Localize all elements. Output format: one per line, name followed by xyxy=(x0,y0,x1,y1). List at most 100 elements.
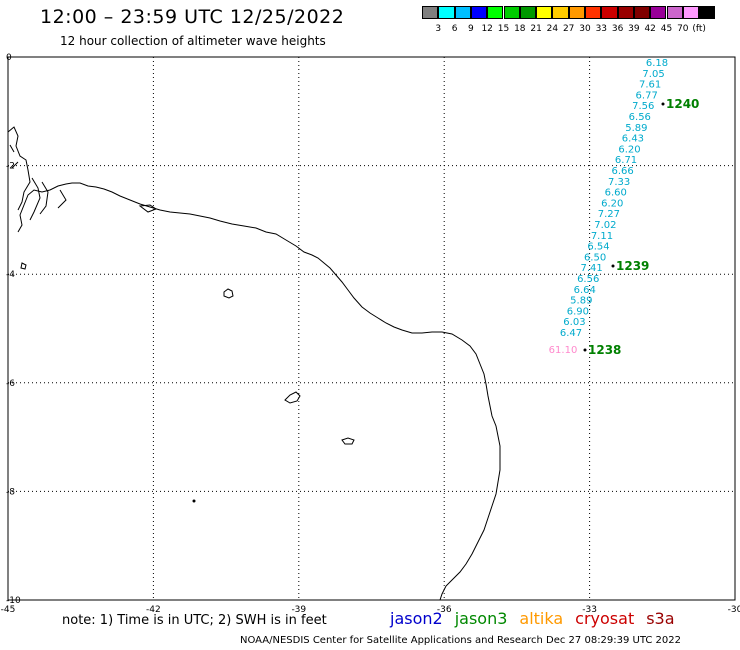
wave-height-label: 7.02 xyxy=(594,220,616,231)
scale-tick-label: 27 xyxy=(562,24,575,34)
scale-tick-label: 24 xyxy=(546,24,559,34)
coastline xyxy=(17,182,501,601)
island-1 xyxy=(223,288,234,299)
wave-height-label: 5.89 xyxy=(570,296,592,307)
scale-tick-label: 15 xyxy=(497,24,510,34)
island-2 xyxy=(284,391,301,404)
wave-height-label: 6.18 xyxy=(646,58,668,69)
scale-swatch xyxy=(699,6,716,19)
scale-tick-label: 39 xyxy=(628,24,640,34)
scale-tick-label: 45 xyxy=(660,24,673,34)
legend-item-jason3: jason3 xyxy=(454,609,508,628)
island-5 xyxy=(192,499,196,503)
time-label: 1239 xyxy=(616,259,649,273)
wave-height-label: 7.33 xyxy=(608,177,630,188)
scale-swatch xyxy=(438,6,455,19)
wave-height-label: 6.71 xyxy=(615,155,637,166)
scale-swatch xyxy=(633,6,651,19)
x-tick-label: -42 xyxy=(146,605,161,615)
scale-swatch xyxy=(568,6,585,19)
scale-tick-label: 21 xyxy=(530,24,542,34)
scale-tick-label: 12 xyxy=(481,24,493,34)
time-label: 1240 xyxy=(666,97,699,111)
wave-height-label: 6.56 xyxy=(577,274,599,285)
y-tick-label: 0 xyxy=(6,53,12,63)
wave-height-label: 6.77 xyxy=(636,90,658,101)
y-tick-label: -2 xyxy=(6,162,15,172)
scale-tick-label: 70 xyxy=(677,24,689,34)
altimeter-track: 6.187.057.616.777.566.565.896.436.206.71… xyxy=(549,58,700,357)
footer-credit: NOAA/NESDIS Center for Satellite Applica… xyxy=(240,635,682,646)
legend-item-cryosat: cryosat xyxy=(575,609,635,628)
wave-height-label: 6.20 xyxy=(618,144,640,155)
scale-tick-label: 30 xyxy=(579,24,591,34)
page-subtitle: 12 hour collection of altimeter wave hei… xyxy=(60,34,326,48)
scale-swatch xyxy=(601,6,618,19)
scale-swatch xyxy=(617,6,634,19)
island-4 xyxy=(138,204,158,213)
wave-height-outlier-label: 61.10 xyxy=(549,345,578,356)
x-tick-label: -39 xyxy=(291,605,306,615)
scale-tick-label: 18 xyxy=(514,24,526,34)
scale-tick-label: 3 xyxy=(435,24,442,34)
wave-height-label: 6.20 xyxy=(601,198,623,209)
wave-height-label: 5.89 xyxy=(625,123,647,134)
scale-swatch xyxy=(422,6,439,19)
wave-height-label: 6.60 xyxy=(605,188,627,199)
scale-swatch xyxy=(666,6,683,19)
legend-item-jason2: jason2 xyxy=(390,609,443,628)
wave-height-label: 7.56 xyxy=(632,101,654,112)
wave-height-label: 6.90 xyxy=(567,306,589,317)
scale-tick-label: (ft) xyxy=(692,24,706,34)
wave-height-label: 6.54 xyxy=(587,242,609,253)
scale-swatch xyxy=(650,6,667,19)
wave-height-label: 6.64 xyxy=(574,285,596,296)
time-marker xyxy=(583,348,587,352)
wave-height-label: 7.05 xyxy=(642,69,664,80)
scale-swatch xyxy=(454,6,471,19)
scale-tick-label: 33 xyxy=(595,24,608,34)
time-label: 1238 xyxy=(588,343,621,357)
island-3 xyxy=(341,437,355,445)
wave-height-label: 6.56 xyxy=(629,112,651,123)
wave-height-label: 7.11 xyxy=(591,231,613,242)
wave-height-label: 6.66 xyxy=(611,166,633,177)
x-tick-label: -30 xyxy=(728,605,740,615)
x-tick-label: -36 xyxy=(437,605,452,615)
footer-note: note: 1) Time is in UTC; 2) SWH is in fe… xyxy=(62,613,327,628)
wave-height-label: 7.61 xyxy=(639,80,661,91)
scale-swatch xyxy=(536,6,553,19)
scale-swatch xyxy=(585,6,602,19)
y-tick-label: -6 xyxy=(6,379,15,389)
time-marker xyxy=(661,102,665,106)
wave-height-label: 6.47 xyxy=(560,328,582,339)
wave-height-label: 7.41 xyxy=(581,263,603,274)
wave-height-label: 6.03 xyxy=(563,317,585,328)
wave-height-label: 7.27 xyxy=(598,209,620,220)
scale-swatch xyxy=(487,6,504,19)
scale-tick-label: 9 xyxy=(468,24,474,34)
satellite-legend: jason2 jason3 altika cryosat s3a xyxy=(390,609,687,628)
page-title: 12:00 – 23:59 UTC 12/25/2022 xyxy=(40,6,345,28)
scale-swatch xyxy=(552,6,569,19)
scale-swatch xyxy=(519,6,537,19)
y-tick-label: -4 xyxy=(6,270,15,280)
time-marker xyxy=(611,264,615,268)
wave-height-label: 6.43 xyxy=(622,134,644,145)
scale-swatch xyxy=(503,6,520,19)
y-tick-label: -8 xyxy=(6,487,15,497)
scale-tick-label: 36 xyxy=(611,24,624,34)
island-west xyxy=(20,262,27,270)
y-tick-label: -10 xyxy=(6,596,21,606)
legend-item-altika: altika xyxy=(519,609,564,628)
x-tick-label: -45 xyxy=(1,605,16,615)
map-frame xyxy=(7,56,736,601)
legend-item-s3a: s3a xyxy=(646,609,675,628)
x-tick-label: -33 xyxy=(582,605,597,615)
wave-height-label: 6.50 xyxy=(584,252,606,263)
scale-swatch xyxy=(470,6,488,19)
map-grid: -45 -42 -39 -36 -33 -30 0 -2 -4 -6 -8 -10 xyxy=(1,53,740,615)
coastline-ne-islands xyxy=(7,126,67,221)
scale-tick-label: 42 xyxy=(644,24,656,34)
